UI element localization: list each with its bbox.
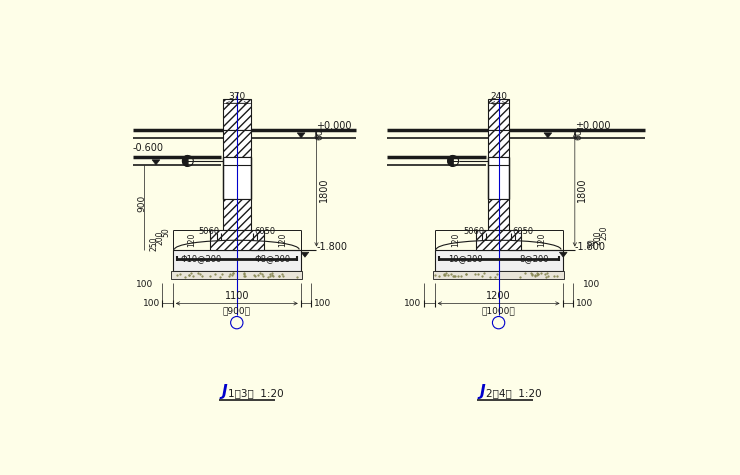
Text: 100: 100 — [583, 280, 600, 289]
Text: 50: 50 — [161, 228, 170, 238]
Text: 250: 250 — [149, 236, 158, 251]
Text: 120: 120 — [187, 233, 196, 247]
Text: -1.800: -1.800 — [575, 242, 606, 252]
Bar — [173, 249, 300, 271]
Text: Φ8@200: Φ8@200 — [255, 254, 291, 263]
Bar — [434, 249, 562, 271]
Bar — [223, 130, 251, 157]
Bar — [223, 99, 251, 130]
Text: 6050: 6050 — [513, 228, 534, 236]
Bar — [488, 157, 509, 199]
Bar — [172, 271, 302, 279]
Polygon shape — [544, 133, 552, 138]
Bar — [477, 230, 521, 249]
Text: J: J — [221, 384, 227, 399]
Text: 100: 100 — [576, 299, 593, 308]
Text: 6050: 6050 — [255, 228, 275, 236]
Text: 1800: 1800 — [319, 178, 329, 202]
Text: 200: 200 — [155, 231, 164, 245]
Bar — [488, 200, 509, 230]
Text: 200: 200 — [593, 231, 602, 245]
Text: （900）: （900） — [223, 306, 251, 315]
Text: +0.000: +0.000 — [317, 121, 352, 131]
Text: 10@200: 10@200 — [448, 254, 482, 263]
Text: 2（4）  1:20: 2（4） 1:20 — [485, 389, 541, 399]
Text: -1.800: -1.800 — [317, 242, 348, 252]
Polygon shape — [301, 252, 309, 257]
Text: 120: 120 — [278, 233, 286, 247]
Text: 250: 250 — [599, 225, 608, 240]
Text: 120: 120 — [537, 233, 546, 247]
Text: 50: 50 — [588, 238, 596, 248]
Text: 8@200: 8@200 — [519, 254, 549, 263]
Text: ±0.000: ±0.000 — [575, 121, 610, 131]
Text: 5060: 5060 — [463, 228, 485, 236]
Text: 370: 370 — [228, 92, 246, 101]
Bar — [433, 271, 564, 279]
Text: 1100: 1100 — [224, 291, 249, 301]
Text: -0.600: -0.600 — [133, 143, 164, 153]
Bar — [210, 230, 263, 249]
Bar — [488, 99, 509, 130]
Bar — [223, 200, 251, 230]
Text: 1800: 1800 — [577, 178, 587, 202]
Text: 100: 100 — [143, 299, 160, 308]
Text: 60: 60 — [316, 128, 325, 140]
Text: 100: 100 — [135, 280, 153, 289]
Polygon shape — [297, 133, 305, 138]
Text: 1（3）  1:20: 1（3） 1:20 — [228, 389, 283, 399]
Polygon shape — [559, 252, 567, 257]
Bar — [223, 157, 251, 199]
Polygon shape — [152, 160, 160, 165]
Text: 1200: 1200 — [486, 291, 511, 301]
Text: Φ10@200: Φ10@200 — [181, 254, 221, 263]
Polygon shape — [183, 155, 188, 166]
Text: （1000）: （1000） — [482, 306, 516, 315]
Text: 900: 900 — [138, 195, 147, 212]
Text: 100: 100 — [314, 299, 331, 308]
Polygon shape — [448, 155, 453, 166]
Text: 60: 60 — [574, 128, 583, 140]
Text: 120: 120 — [451, 233, 460, 247]
Text: 100: 100 — [404, 299, 422, 308]
Text: 5060: 5060 — [198, 228, 219, 236]
Text: J: J — [480, 384, 485, 399]
Text: 240: 240 — [490, 92, 507, 101]
Bar — [488, 130, 509, 157]
